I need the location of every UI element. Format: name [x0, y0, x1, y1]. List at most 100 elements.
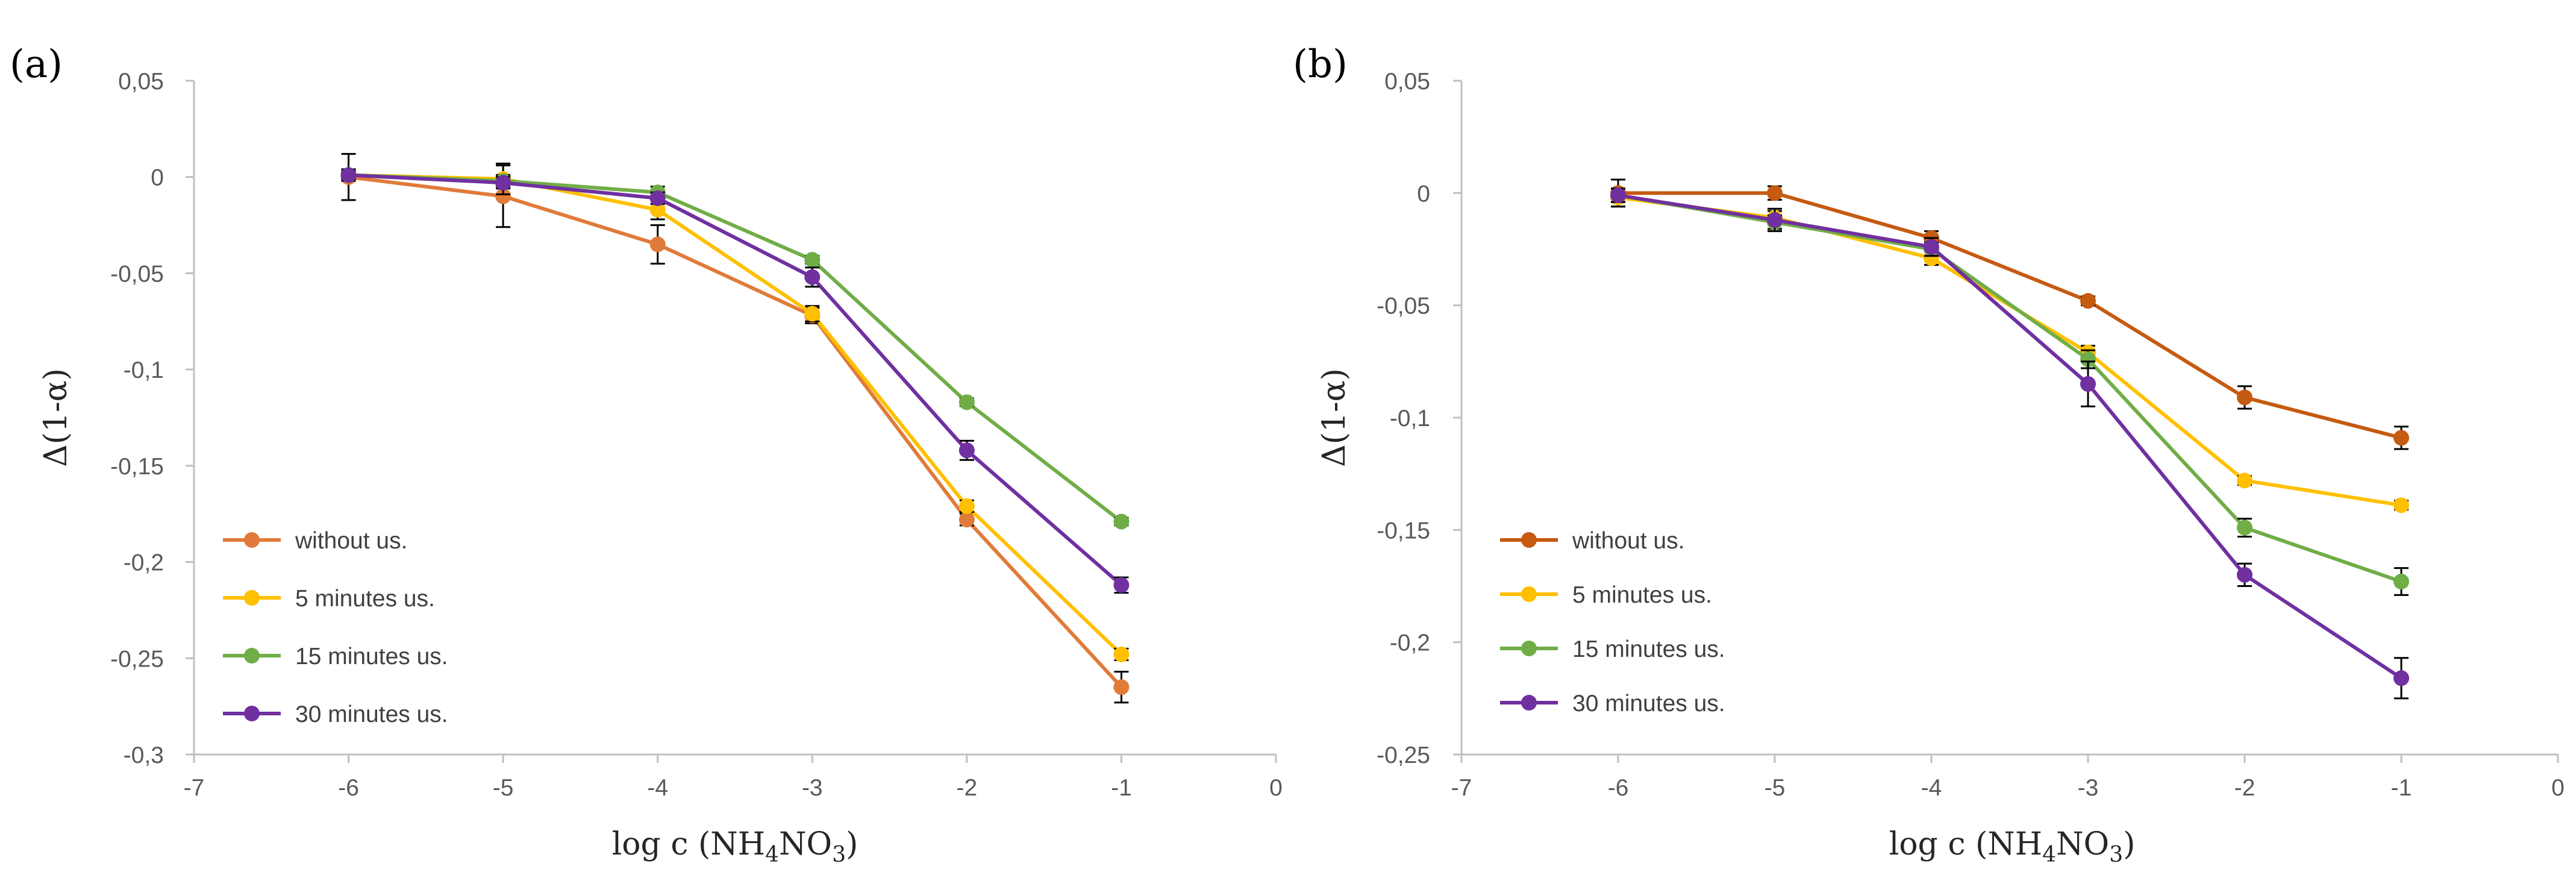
data-point — [2080, 376, 2096, 392]
data-point — [649, 236, 666, 253]
data-point — [2237, 566, 2252, 583]
x-axis-title-subscript: 4 — [2042, 842, 2056, 867]
x-tick-label: -3 — [802, 775, 823, 801]
series-line — [346, 175, 1124, 689]
x-tick-label: -6 — [1608, 775, 1629, 801]
data-point — [2393, 574, 2409, 590]
panel-label: (a) — [10, 42, 63, 87]
series-line — [1616, 193, 2403, 584]
y-tick-label: -0,05 — [110, 261, 164, 287]
x-tick-label: -2 — [957, 775, 978, 801]
legend-swatch-marker — [244, 590, 260, 606]
legend-swatch-marker — [244, 532, 260, 548]
data-point — [1610, 187, 1626, 204]
series-3 — [1610, 187, 2409, 596]
x-axis-title-part: ) — [846, 826, 858, 862]
series-line — [346, 173, 1124, 587]
data-point — [1113, 513, 1130, 530]
chart-panel-a: (a) 0,05 0 -0,05 -0,1 -0,15 -0,2 -0,25 -0,3 -7 -6 -… — [10, 42, 1283, 867]
y-axis-title: Δ(1-α) — [1316, 368, 1352, 467]
data-point — [495, 188, 511, 204]
data-point — [1767, 185, 1783, 201]
legend-entry: 30 minutes us. — [223, 701, 448, 727]
series-line — [346, 173, 1124, 656]
y-tick-label: -0,25 — [110, 646, 164, 672]
legend-entry: 5 minutes us. — [1500, 582, 1712, 608]
data-point — [2393, 670, 2409, 686]
data-point — [804, 306, 821, 322]
legend-label: 5 minutes us. — [1572, 582, 1712, 608]
y-tick-label: -0,2 — [1390, 630, 1430, 656]
data-point — [2237, 519, 2252, 536]
legend-swatch-marker — [244, 706, 260, 721]
x-tick-label: 0 — [2551, 775, 2565, 801]
data-point — [1924, 239, 1939, 255]
data-point — [1113, 577, 1130, 593]
legend-label: without us. — [1572, 528, 1684, 554]
data-point — [2080, 351, 2096, 368]
legend-entry: 30 minutes us. — [1500, 691, 1725, 717]
x-tick-label: -4 — [1921, 775, 1942, 801]
legend-swatch-marker — [1521, 695, 1537, 711]
legend-label: without us. — [295, 528, 407, 554]
x-axis-title: log c (NH4NO3) — [612, 826, 858, 867]
x-tick-label: -3 — [2078, 775, 2099, 801]
y-axis-title: Δ(1-α) — [38, 368, 74, 467]
data-point — [649, 190, 666, 206]
legend-swatch-marker — [1521, 586, 1537, 602]
x-axis-title: log c (NH4NO3) — [1889, 826, 2136, 867]
y-tick-label: -0,1 — [123, 357, 164, 383]
data-point — [958, 512, 975, 528]
legend-label: 15 minutes us. — [1572, 636, 1725, 662]
series-4 — [340, 167, 1130, 594]
x-tick-label: -5 — [1765, 775, 1786, 801]
data-point — [958, 394, 975, 410]
series-3 — [340, 167, 1130, 530]
x-tick-label: -6 — [338, 775, 359, 801]
series-line — [1616, 191, 2403, 440]
series-line — [1616, 195, 2403, 507]
legend-swatch-marker — [1521, 641, 1537, 656]
x-axis-title-part: NO — [2056, 826, 2109, 862]
data-point — [2237, 472, 2252, 489]
x-axis-title-subscript: 3 — [2109, 842, 2123, 867]
data-point — [495, 175, 511, 191]
data-point — [958, 498, 975, 514]
x-axis-title-part: NO — [779, 826, 832, 862]
legend-label: 30 minutes us. — [295, 701, 448, 727]
x-axis-title-part: ) — [2123, 826, 2135, 862]
data-point — [804, 252, 821, 268]
chart-panel-b: (b) 0,05 0 -0,05 -0,1 -0,15 -0,2 -0,25 -7 -6 -5 -4 -… — [1293, 42, 2565, 867]
series-4 — [1610, 187, 2409, 700]
y-tick-label: -0,05 — [1377, 293, 1430, 319]
legend-entry: 5 minutes us. — [223, 586, 435, 612]
series-2 — [1610, 187, 2409, 513]
legend-entry: 15 minutes us. — [1500, 636, 1725, 662]
data-point — [2393, 430, 2409, 446]
data-point — [1113, 679, 1130, 695]
y-tick-label: -0,25 — [1377, 742, 1430, 768]
x-axis-title-part: log c (NH — [612, 826, 766, 862]
x-tick-label: -1 — [2391, 775, 2412, 801]
x-tick-label: -5 — [493, 775, 514, 801]
x-tick-label: -7 — [1451, 775, 1472, 801]
x-axis-title-part: log c (NH — [1889, 826, 2043, 862]
legend-swatch-marker — [1521, 532, 1537, 548]
legend-swatch-marker — [244, 648, 260, 664]
y-tick-label: 0 — [1417, 181, 1430, 207]
data-point — [2237, 389, 2252, 406]
x-tick-label: 0 — [1269, 775, 1283, 801]
x-tick-label: -7 — [184, 775, 205, 801]
data-point — [340, 167, 357, 183]
legend-entry: without us. — [1500, 528, 1684, 554]
data-point — [804, 269, 821, 285]
series-line — [346, 173, 1124, 524]
y-tick-label: -0,3 — [123, 742, 164, 768]
x-tick-label: -2 — [2234, 775, 2256, 801]
panel-label: (b) — [1293, 42, 1348, 87]
legend-label: 30 minutes us. — [1572, 691, 1725, 717]
y-tick-label: -0,15 — [1377, 518, 1430, 544]
y-tick-label: 0,05 — [118, 69, 164, 95]
x-tick-label: -4 — [647, 775, 668, 801]
